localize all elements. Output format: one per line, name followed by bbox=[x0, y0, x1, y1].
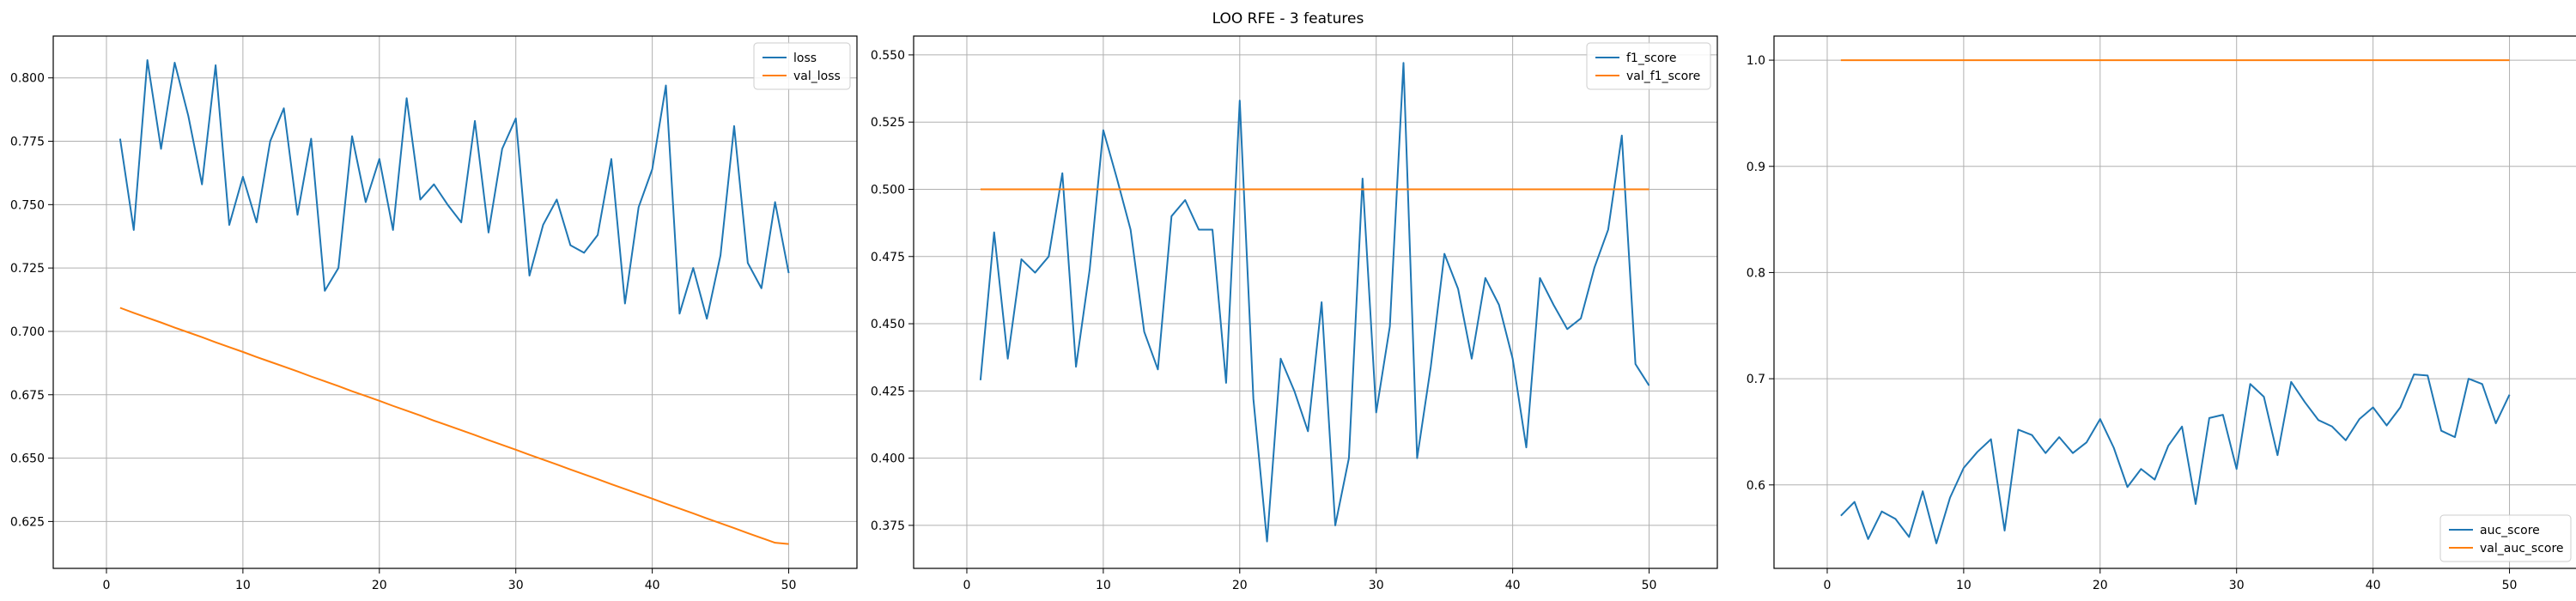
legend-label: auc_score bbox=[2480, 524, 2540, 537]
y-tick-label: 0.6 bbox=[1747, 479, 1765, 493]
legend-label: val_f1_score bbox=[1626, 70, 1700, 83]
x-tick-label: 0 bbox=[103, 579, 111, 592]
plot-area bbox=[53, 36, 857, 568]
axes-frame bbox=[1773, 35, 2576, 569]
y-tick-label: 0.500 bbox=[871, 183, 905, 197]
series-line-f1-score bbox=[979, 62, 1650, 543]
x-tick-label: 30 bbox=[508, 579, 524, 592]
legend: loss val_loss bbox=[753, 42, 851, 90]
plot-area bbox=[1774, 36, 2576, 568]
x-tick-label: 40 bbox=[645, 579, 660, 592]
y-tick-label: 0.650 bbox=[10, 452, 45, 466]
x-tick-label: 10 bbox=[235, 579, 251, 592]
legend: f1_score val_f1_score bbox=[1586, 42, 1711, 90]
x-tick-label: 10 bbox=[1956, 579, 1971, 592]
x-tick-label: 0 bbox=[1824, 579, 1832, 592]
y-tick-label: 0.625 bbox=[10, 515, 45, 529]
series-line-val-loss bbox=[119, 307, 789, 545]
y-tick-label: 0.8 bbox=[1747, 266, 1765, 280]
legend-label: val_loss bbox=[793, 70, 841, 83]
axes-frame bbox=[913, 35, 1718, 569]
y-tick-label: 0.675 bbox=[10, 389, 45, 403]
x-tick-label: 40 bbox=[1505, 579, 1521, 592]
legend-box bbox=[2439, 514, 2572, 562]
plot-area bbox=[914, 36, 1717, 568]
x-tick-label: 10 bbox=[1096, 579, 1111, 592]
axes-frame bbox=[52, 35, 858, 569]
y-tick-label: 0.550 bbox=[871, 49, 905, 63]
y-tick-label: 0.7 bbox=[1747, 373, 1765, 386]
y-tick-label: 0.400 bbox=[871, 452, 905, 466]
y-tick-label: 0.800 bbox=[10, 72, 45, 86]
x-tick-label: 20 bbox=[2093, 579, 2108, 592]
y-tick-label: 0.9 bbox=[1747, 161, 1765, 174]
loss-subplot: 0 10 20 30 40 50 0.625 0.650 0.675 0.700 0.725 0.75… bbox=[10, 35, 858, 592]
y-tick-label: 1.0 bbox=[1747, 54, 1765, 68]
y-tick-label: 0.425 bbox=[871, 385, 905, 398]
x-tick-label: 50 bbox=[781, 579, 797, 592]
x-tick-label: 50 bbox=[2502, 579, 2518, 592]
figure-title: LOO RFE - 3 features bbox=[1212, 10, 1364, 27]
y-tick-label: 0.450 bbox=[871, 318, 905, 331]
y-tick-label: 0.775 bbox=[10, 136, 45, 149]
series-line-loss bbox=[118, 59, 790, 320]
y-tick-label: 0.475 bbox=[871, 251, 905, 264]
series-line-auc-score bbox=[1840, 373, 2511, 544]
f1-score-subplot: 0 10 20 30 40 50 0.375 0.400 0.425 0.450 0.475 0.50… bbox=[871, 35, 1718, 592]
legend-label: loss bbox=[793, 52, 817, 65]
legend: auc_score val_auc_score bbox=[2439, 514, 2572, 562]
legend-box bbox=[1586, 42, 1711, 90]
legend-box bbox=[753, 42, 851, 90]
x-tick-label: 30 bbox=[1369, 579, 1384, 592]
auc-score-subplot: 0 10 20 30 40 50 0.6 0.7 0.8 0.9 1.0 auc_score val_a… bbox=[1747, 35, 2576, 592]
legend-label: f1_score bbox=[1626, 52, 1676, 65]
y-tick-label: 0.375 bbox=[871, 519, 905, 533]
x-tick-label: 40 bbox=[2366, 579, 2381, 592]
x-tick-label: 20 bbox=[1232, 579, 1248, 592]
y-tick-label: 0.750 bbox=[10, 198, 45, 212]
legend-label: val_auc_score bbox=[2480, 542, 2564, 555]
y-tick-label: 0.700 bbox=[10, 325, 45, 339]
x-tick-label: 50 bbox=[1642, 579, 1657, 592]
y-tick-label: 0.525 bbox=[871, 116, 905, 130]
x-tick-label: 20 bbox=[372, 579, 387, 592]
y-tick-label: 0.725 bbox=[10, 262, 45, 276]
x-tick-label: 0 bbox=[963, 579, 971, 592]
x-tick-label: 30 bbox=[2229, 579, 2245, 592]
